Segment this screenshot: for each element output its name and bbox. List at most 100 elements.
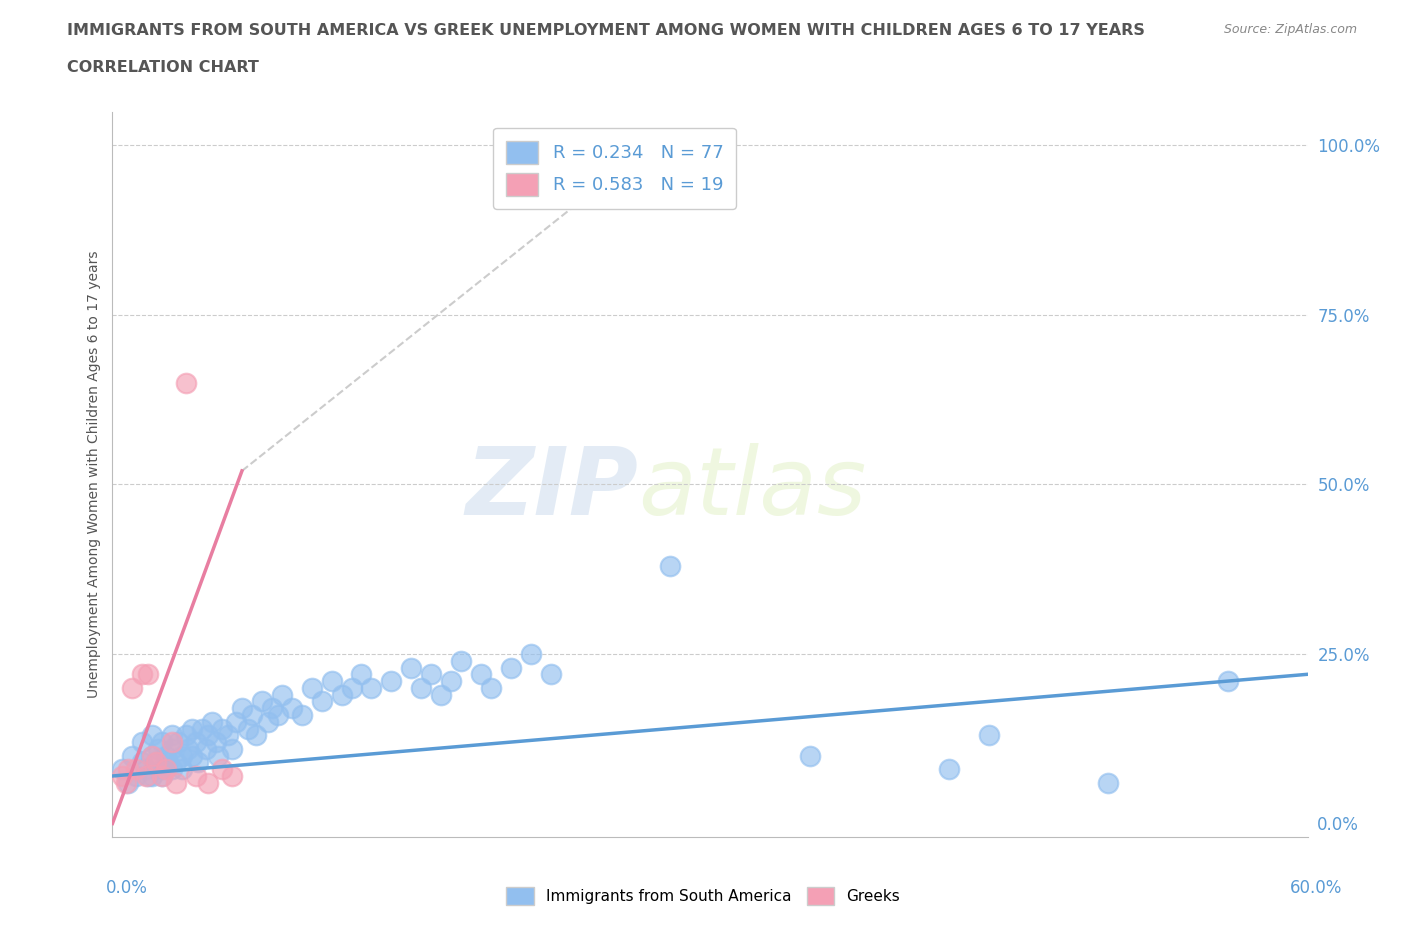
Point	[291, 708, 314, 723]
Point	[520, 646, 543, 661]
Point	[186, 735, 208, 750]
Text: 0.0%: 0.0%	[105, 879, 148, 897]
Point	[221, 768, 243, 783]
Point	[197, 776, 219, 790]
Point	[141, 749, 163, 764]
Point	[311, 694, 333, 709]
Point	[174, 376, 197, 391]
Point	[186, 768, 208, 783]
Point	[157, 755, 180, 770]
Text: 60.0%: 60.0%	[1291, 879, 1343, 897]
Legend: R = 0.234   N = 77, R = 0.583   N = 19: R = 0.234 N = 77, R = 0.583 N = 19	[494, 128, 735, 208]
Point	[267, 708, 290, 723]
Point	[659, 558, 682, 573]
Point	[111, 768, 134, 783]
Point	[977, 728, 1000, 743]
Y-axis label: Unemployment Among Women with Children Ages 6 to 17 years: Unemployment Among Women with Children A…	[87, 250, 101, 698]
Point	[205, 735, 228, 750]
Point	[125, 762, 148, 777]
Point	[150, 768, 173, 783]
Point	[138, 768, 160, 783]
Point	[121, 749, 143, 764]
Point	[172, 762, 194, 777]
Point	[207, 749, 229, 764]
Point	[177, 741, 200, 756]
Point	[257, 714, 280, 729]
Point	[141, 728, 163, 743]
Text: ZIP: ZIP	[465, 443, 638, 535]
Point	[155, 749, 177, 764]
Text: Source: ZipAtlas.com: Source: ZipAtlas.com	[1223, 23, 1357, 36]
Point	[131, 735, 153, 750]
Point	[270, 687, 292, 702]
Point	[330, 687, 353, 702]
Point	[360, 681, 382, 696]
Point	[162, 735, 183, 750]
Point	[150, 735, 173, 750]
Point	[131, 755, 153, 770]
Text: IMMIGRANTS FROM SOUTH AMERICA VS GREEK UNEMPLOYMENT AMONG WOMEN WITH CHILDREN AG: IMMIGRANTS FROM SOUTH AMERICA VS GREEK U…	[67, 23, 1146, 38]
Point	[245, 728, 267, 743]
Point	[181, 721, 204, 736]
Point	[380, 673, 402, 688]
Point	[250, 694, 273, 709]
Point	[131, 667, 153, 682]
Point	[162, 728, 183, 743]
Point	[121, 681, 143, 696]
Point	[221, 741, 243, 756]
Point	[440, 673, 463, 688]
Point	[150, 768, 173, 783]
Point	[135, 762, 157, 777]
Point	[145, 755, 167, 770]
Point	[201, 714, 224, 729]
Point	[211, 721, 233, 736]
Point	[165, 755, 187, 770]
Point	[450, 653, 472, 668]
Point	[141, 749, 163, 764]
Point	[197, 728, 219, 743]
Point	[148, 741, 170, 756]
Point	[499, 660, 522, 675]
Point	[167, 735, 190, 750]
Point	[411, 681, 433, 696]
Point	[938, 762, 960, 777]
Point	[301, 681, 323, 696]
Point	[401, 660, 423, 675]
Point	[236, 721, 259, 736]
Point	[340, 681, 363, 696]
Point	[162, 741, 183, 756]
Text: CORRELATION CHART: CORRELATION CHART	[67, 60, 259, 75]
Point	[217, 728, 239, 743]
Point	[187, 755, 209, 770]
Point	[321, 673, 343, 688]
Point	[231, 700, 253, 715]
Point	[162, 762, 183, 777]
Point	[470, 667, 492, 682]
Point	[117, 776, 139, 790]
Point	[281, 700, 304, 715]
Point	[225, 714, 247, 729]
Point	[260, 700, 283, 715]
Point	[125, 768, 148, 783]
Point	[240, 708, 263, 723]
Point	[174, 728, 197, 743]
Point	[195, 741, 218, 756]
Point	[145, 755, 167, 770]
Point	[150, 762, 173, 777]
Point	[211, 762, 233, 777]
Point	[181, 749, 204, 764]
Point	[117, 762, 139, 777]
Point	[1216, 673, 1239, 688]
Point	[111, 762, 134, 777]
Legend: Immigrants from South America, Greeks: Immigrants from South America, Greeks	[501, 882, 905, 911]
Point	[141, 768, 163, 783]
Point	[165, 776, 187, 790]
Point	[191, 721, 214, 736]
Text: atlas: atlas	[638, 444, 866, 535]
Point	[155, 762, 177, 777]
Point	[135, 768, 157, 783]
Point	[138, 667, 160, 682]
Point	[540, 667, 562, 682]
Point	[115, 776, 138, 790]
Point	[172, 749, 194, 764]
